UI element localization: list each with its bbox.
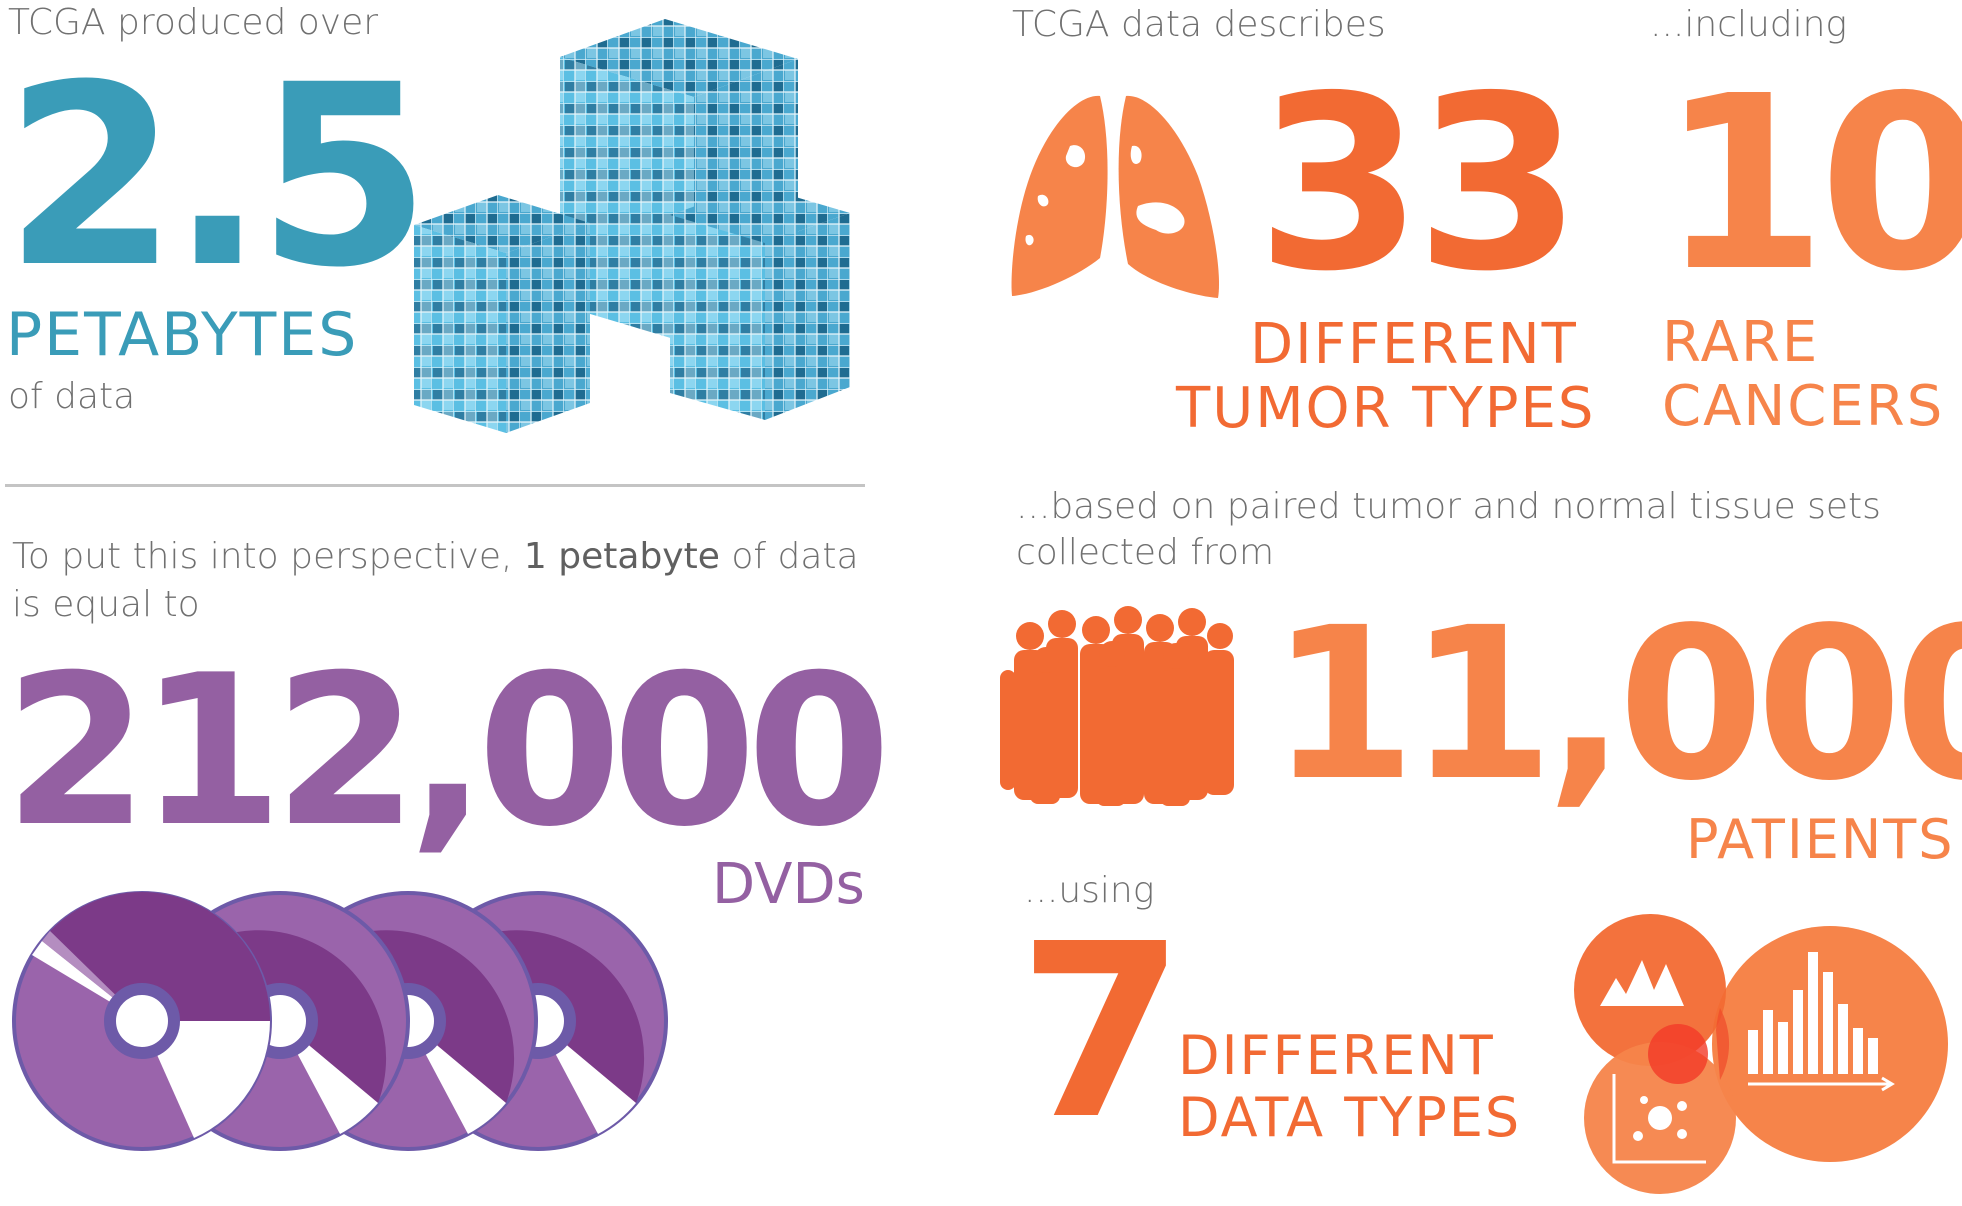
data-cubes-icon	[414, 19, 850, 433]
patients-intro-line1: ...based on paired tumor and normal tiss…	[1016, 486, 1881, 527]
storage-intro: TCGA produced over	[8, 2, 379, 43]
datatypes-intro: ...using	[1024, 870, 1155, 911]
patients-unit: PATIENTS	[1686, 808, 1955, 871]
dvd-unit: DVDs	[712, 852, 865, 917]
perspective-text-bold: 1 petabyte	[523, 536, 720, 577]
rare-label-line2: CANCERS	[1662, 374, 1945, 439]
crowd-icon	[1000, 606, 1234, 806]
tumor-types-count: 33	[1256, 44, 1582, 324]
patients-count: 11,000	[1270, 582, 1962, 827]
tumors-label-line2: TUMOR TYPES	[1176, 376, 1596, 441]
perspective-line1: To put this into perspective, 1 petabyte…	[12, 536, 859, 577]
dvd-count: 212,000	[4, 631, 891, 873]
rare-cancers-count: 10	[1660, 44, 1962, 324]
rare-label-line1: RARE	[1662, 310, 1820, 375]
datatypes-label-line2: DATA TYPES	[1178, 1086, 1522, 1149]
tumors-intro: TCGA data describes	[1012, 4, 1386, 45]
data-types-count: 7	[1018, 892, 1185, 1172]
datatypes-label-line1: DIFFERENT	[1178, 1024, 1495, 1087]
patients-intro-line2: collected from	[1016, 532, 1275, 573]
dvd-discs-icon	[12, 891, 668, 1151]
perspective-text-after: of data	[719, 536, 859, 577]
section-divider	[5, 484, 865, 487]
rare-intro: ...including	[1650, 4, 1848, 45]
tumors-label-line1: DIFFERENT	[1250, 312, 1578, 377]
storage-suffix: of data	[8, 376, 136, 417]
storage-unit: PETABYTES	[6, 300, 359, 370]
storage-value: 2.5	[4, 31, 431, 322]
perspective-line2: is equal to	[12, 584, 200, 625]
lungs-icon	[1011, 95, 1220, 299]
perspective-text-before: To put this into perspective,	[12, 536, 524, 577]
data-types-circles-icon	[1574, 914, 1948, 1194]
